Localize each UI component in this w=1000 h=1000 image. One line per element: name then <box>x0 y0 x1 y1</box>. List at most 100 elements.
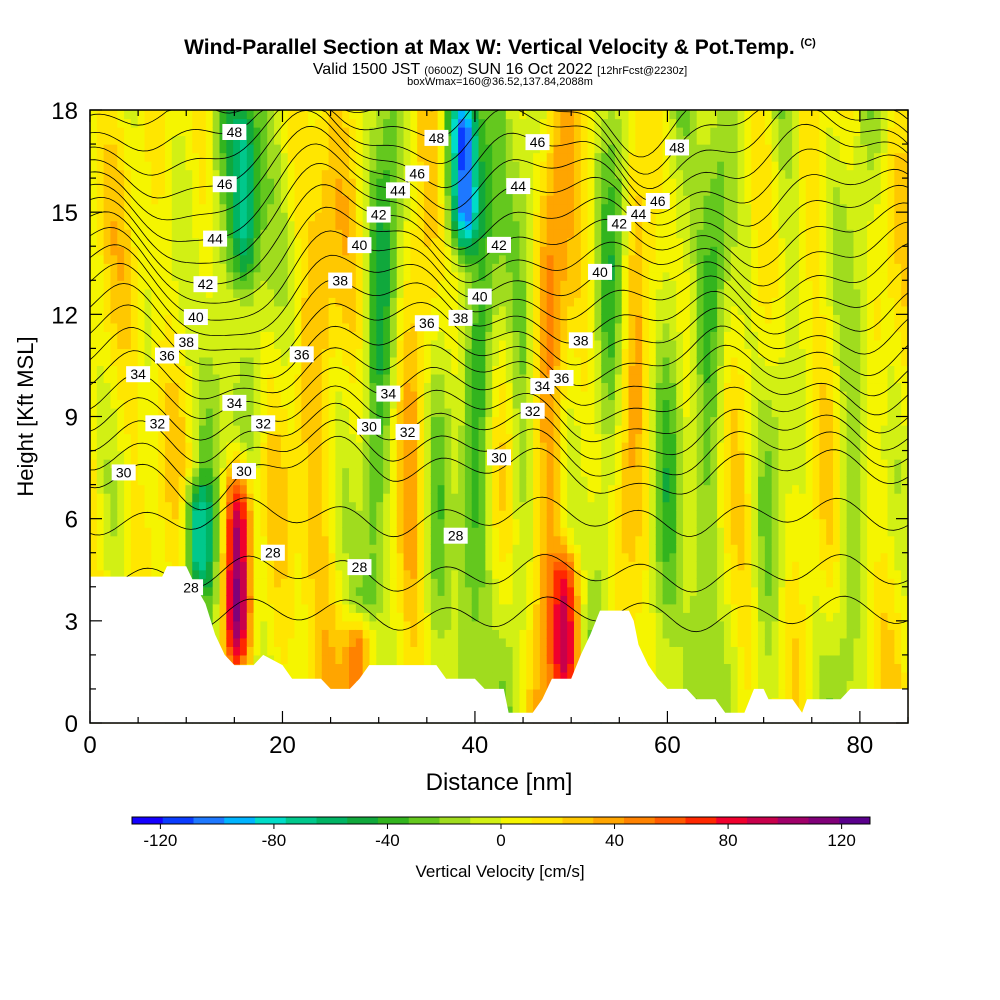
velocity-cell <box>417 382 425 392</box>
velocity-cell <box>512 203 521 213</box>
velocity-cell <box>396 595 405 605</box>
velocity-cell <box>349 671 357 682</box>
velocity-cell <box>553 144 561 154</box>
velocity-cell <box>342 671 350 682</box>
velocity-cell <box>124 450 132 460</box>
velocity-cell <box>130 203 139 213</box>
velocity-cell <box>424 390 432 401</box>
velocity-cell <box>355 373 364 384</box>
velocity-cell <box>137 135 146 145</box>
velocity-cell <box>383 365 391 375</box>
velocity-cell <box>437 271 446 281</box>
velocity-cell <box>546 671 555 682</box>
velocity-cell <box>478 442 486 452</box>
velocity-cell <box>212 569 221 579</box>
velocity-cell <box>471 390 480 401</box>
velocity-cell <box>512 305 521 315</box>
velocity-cell <box>192 510 200 520</box>
velocity-cell <box>396 612 405 622</box>
velocity-cell <box>171 305 180 315</box>
velocity-cell <box>226 527 234 537</box>
velocity-cell <box>130 169 139 179</box>
velocity-cell <box>424 263 432 273</box>
velocity-cell <box>389 629 398 639</box>
velocity-cell <box>171 322 180 332</box>
velocity-cell <box>335 169 343 179</box>
velocity-cell <box>110 220 118 230</box>
velocity-cell <box>328 237 336 247</box>
velocity-cell <box>124 144 132 154</box>
velocity-cell <box>369 288 377 298</box>
velocity-cell <box>226 144 234 154</box>
velocity-cell <box>458 178 466 188</box>
velocity-cell <box>301 288 309 298</box>
velocity-cell <box>246 390 255 401</box>
velocity-cell <box>260 459 268 469</box>
velocity-cell <box>533 254 541 264</box>
velocity-cell <box>205 263 214 273</box>
velocity-cell <box>349 161 357 171</box>
velocity-cell <box>274 510 282 520</box>
velocity-cell <box>151 152 159 162</box>
velocity-cell <box>253 280 262 290</box>
velocity-cell <box>233 254 241 264</box>
velocity-cell <box>526 280 534 290</box>
velocity-cell <box>451 620 459 630</box>
velocity-cell <box>192 476 200 486</box>
velocity-cell <box>376 254 384 264</box>
velocity-cell <box>492 612 500 622</box>
velocity-cell <box>110 169 118 179</box>
velocity-cell <box>267 246 275 256</box>
velocity-cell <box>199 288 207 298</box>
velocity-cell <box>199 152 207 162</box>
velocity-cell <box>185 544 193 554</box>
velocity-cell <box>444 144 452 154</box>
velocity-cell <box>192 544 200 554</box>
velocity-cell <box>246 110 255 120</box>
velocity-cell <box>546 212 555 222</box>
velocity-cell <box>424 305 432 315</box>
velocity-cell <box>519 595 527 605</box>
velocity-cell <box>164 484 173 494</box>
velocity-cell <box>239 178 248 188</box>
velocity-cell <box>451 663 459 673</box>
velocity-cell <box>444 373 452 384</box>
velocity-cell <box>158 450 166 460</box>
velocity-cell <box>137 339 146 349</box>
velocity-cell <box>437 433 446 443</box>
velocity-cell <box>519 390 527 401</box>
velocity-cell <box>158 161 166 171</box>
velocity-cell <box>335 467 343 477</box>
velocity-cell <box>451 161 459 171</box>
velocity-cell <box>199 407 207 418</box>
chart-title: Wind-Parallel Section at Max W: Vertical… <box>0 36 1000 60</box>
velocity-cell <box>355 305 364 315</box>
velocity-cell <box>362 467 371 477</box>
velocity-cell <box>533 459 541 469</box>
velocity-cell <box>253 322 262 332</box>
velocity-cell <box>321 254 330 264</box>
velocity-cell <box>185 237 193 247</box>
velocity-cell <box>533 654 541 665</box>
velocity-cell <box>464 663 473 673</box>
velocity-cell <box>205 314 214 324</box>
velocity-cell <box>396 493 405 503</box>
velocity-cell <box>389 425 398 435</box>
subtitle-valid-time: Valid 1500 JST <box>312 61 420 78</box>
velocity-cell <box>546 314 555 324</box>
velocity-cell <box>308 280 316 290</box>
velocity-cell <box>137 229 146 239</box>
velocity-cell <box>349 314 357 324</box>
velocity-cell <box>437 390 446 401</box>
velocity-cell <box>103 561 112 571</box>
velocity-cell <box>362 178 371 188</box>
velocity-cell <box>239 365 248 375</box>
velocity-cell <box>158 527 166 537</box>
velocity-cell <box>526 620 534 630</box>
velocity-cell <box>369 348 377 358</box>
velocity-cell <box>117 501 125 511</box>
velocity-cell <box>246 246 255 256</box>
velocity-cell <box>505 110 514 120</box>
velocity-cell <box>103 493 112 503</box>
velocity-cell <box>212 595 221 605</box>
